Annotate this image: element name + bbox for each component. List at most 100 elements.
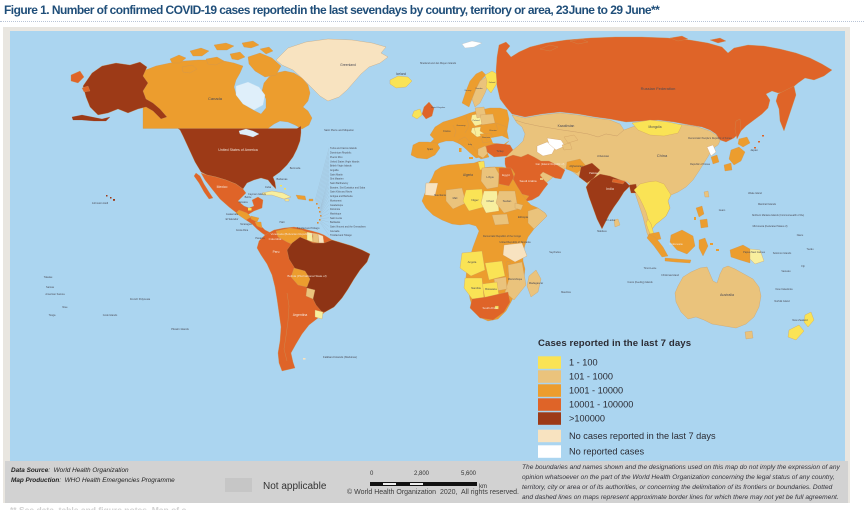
svg-text:Egypt: Egypt [502,173,510,177]
svg-text:Venezuela (Bolivarian Republic: Venezuela (Bolivarian Republic of) [271,232,314,236]
svg-text:Bermuda: Bermuda [290,166,301,170]
svg-text:1001 - 10000: 1001 - 10000 [569,386,623,396]
svg-text:Norfolk Island: Norfolk Island [774,300,790,303]
svg-text:Democratic Republic of the Con: Democratic Republic of the Congo [483,235,522,238]
svg-text:Mongolia: Mongolia [649,125,662,129]
svg-text:Pakistan: Pakistan [589,172,599,175]
svg-text:Angola: Angola [468,260,477,264]
svg-text:Namibia: Namibia [471,286,481,290]
svg-text:Canada: Canada [208,96,223,101]
svg-text:Panama: Panama [255,237,265,240]
svg-text:Johnston Atoll: Johnston Atoll [92,201,109,205]
svg-text:Romania: Romania [482,137,491,139]
svg-text:British Virgin Islands: British Virgin Islands [330,165,352,168]
svg-text:Mali: Mali [453,196,458,200]
svg-text:Jamaica: Jamaica [238,201,248,204]
svg-text:Cook Islands: Cook Islands [103,314,118,317]
svg-text:New Caledonia: New Caledonia [776,288,794,291]
svg-text:Saint Pierre and Miquelon: Saint Pierre and Miquelon [324,128,354,132]
svg-text:Finland: Finland [489,82,496,84]
svg-text:Iceland: Iceland [396,72,407,76]
svg-text:Algeria: Algeria [463,173,473,177]
svg-text:Turks and Caicos Islands: Turks and Caicos Islands [330,147,358,150]
svg-text:Haiti: Haiti [279,221,284,224]
svg-text:Martinique: Martinique [330,212,342,215]
svg-text:Timor-Leste: Timor-Leste [644,267,657,270]
svg-text:Libya: Libya [486,175,494,179]
svg-text:Sudan: Sudan [503,199,512,203]
svg-text:Sri Lanka: Sri Lanka [605,219,616,222]
svg-text:Indonesia: Indonesia [669,242,682,246]
svg-text:Barbados: Barbados [330,221,341,224]
svg-text:Republic of Korea: Republic of Korea [690,163,710,166]
svg-text:Shetland and Jan Mayen Islands: Shetland and Jan Mayen Islands [420,62,457,65]
svg-text:Guam: Guam [719,209,726,212]
svg-text:Saint Martin: Saint Martin [330,173,343,176]
svg-text:Bahamas: Bahamas [277,177,289,181]
svg-text:Greenland: Greenland [340,63,356,67]
svg-text:Ukraine: Ukraine [489,129,497,132]
svg-text:Kazakhstan: Kazakhstan [558,124,575,128]
svg-text:India: India [606,187,614,191]
svg-text:Solomon Islands: Solomon Islands [773,252,792,255]
svg-text:Tuvalu: Tuvalu [806,248,814,251]
svg-text:Grenada: Grenada [330,230,340,233]
svg-text:Anguilla: Anguilla [330,169,339,172]
svg-text:Australia: Australia [720,293,734,297]
svg-text:Nicaragua: Nicaragua [240,223,252,226]
svg-text:Samoa: Samoa [46,286,55,289]
svg-text:Christmas Island: Christmas Island [661,274,679,277]
svg-text:Afghanistan: Afghanistan [569,165,583,168]
svg-text:Russian Federation: Russian Federation [641,86,676,91]
svg-text:United Kingdom: United Kingdom [431,106,446,109]
svg-text:Niger: Niger [471,198,478,202]
svg-text:Marshall Islands: Marshall Islands [758,203,777,206]
svg-text:Belize: Belize [245,196,252,199]
svg-text:Papua New Guinea: Papua New Guinea [743,251,765,254]
svg-text:Maldives: Maldives [597,230,607,233]
svg-text:Bolivia (Plurinational State o: Bolivia (Plurinational State of) [287,274,326,278]
svg-text:Guatemala: Guatemala [226,213,239,216]
svg-text:Mauritania: Mauritania [434,194,446,197]
svg-text:Mauritius: Mauritius [561,291,572,294]
svg-text:Vanuatu: Vanuatu [781,270,791,273]
svg-text:Trinidad and Tobago: Trinidad and Tobago [297,227,320,230]
svg-text:Peru: Peru [273,250,280,254]
svg-text:French Polynesia: French Polynesia [130,297,151,301]
svg-text:Pitcairn Islands: Pitcairn Islands [171,327,189,331]
svg-text:Dominica: Dominica [330,208,341,211]
svg-text:Cases reported in the last 7 d: Cases reported in the last 7 days [538,338,691,349]
svg-text:Mexico: Mexico [217,185,228,189]
svg-text:Madagascar: Madagascar [529,281,543,285]
svg-text:Saint Vincent and the Grenadin: Saint Vincent and the Grenadines [330,226,367,229]
svg-text:101 - 1000: 101 - 1000 [569,372,613,382]
svg-text:Guadeloupe: Guadeloupe [330,204,344,207]
svg-text:France: France [443,130,451,133]
svg-text:Saint Kitts and Nevis: Saint Kitts and Nevis [330,191,353,194]
svg-text:Chad: Chad [486,199,494,203]
svg-text:Nauru: Nauru [797,234,804,237]
svg-text:Fiji: Fiji [801,265,805,268]
svg-text:Ethiopia: Ethiopia [518,215,529,219]
svg-text:Dominican Republic: Dominican Republic [330,152,352,155]
svg-text:Colombia: Colombia [269,237,282,241]
svg-text:China: China [657,153,668,158]
svg-text:United States of America: United States of America [218,148,258,152]
svg-text:Bonaire, Sint Eustatius and Sa: Bonaire, Sint Eustatius and Saba [330,186,366,189]
svg-text:Argentina: Argentina [293,313,308,317]
svg-text:Falkland Islands (Malvinas): Falkland Islands (Malvinas) [323,355,357,359]
svg-text:Italy: Italy [468,143,473,146]
svg-text:El Salvador: El Salvador [226,218,239,221]
svg-text:American Samoa: American Samoa [45,293,65,296]
svg-text:Northern Mariana Islands (Comm: Northern Mariana Islands (Commonwealth o… [752,214,805,217]
svg-text:Saint Lucia: Saint Lucia [330,217,342,220]
svg-text:Mozambique: Mozambique [508,278,523,281]
svg-text:Saudi Arabia: Saudi Arabia [519,179,536,183]
svg-text:New Zealand: New Zealand [792,318,808,322]
svg-text:Wake Island: Wake Island [748,192,762,195]
svg-text:Uzbekistan: Uzbekistan [597,155,610,158]
svg-text:Cayman Islands: Cayman Islands [248,193,267,196]
svg-text:Tonga: Tonga [49,314,56,317]
svg-text:Niue: Niue [62,306,68,309]
svg-text:Botswana: Botswana [485,287,497,291]
